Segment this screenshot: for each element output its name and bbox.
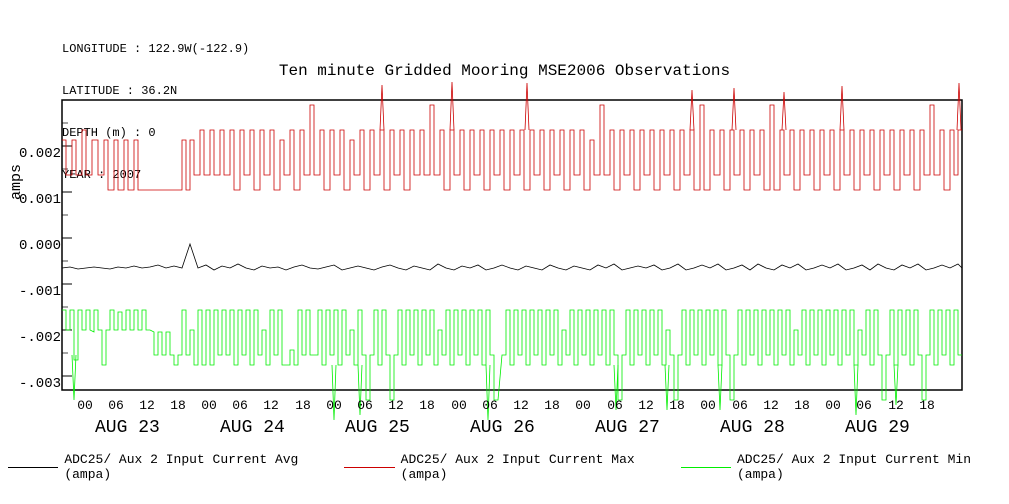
- x-tick-1: 06: [101, 398, 131, 413]
- x-tick-24: 00: [818, 398, 848, 413]
- x-tick-8: 00: [319, 398, 349, 413]
- series-max-line[interactable]: [62, 105, 962, 190]
- x-tick-0: 00: [70, 398, 100, 413]
- x-tick-15: 18: [537, 398, 567, 413]
- x-tick-7: 18: [288, 398, 318, 413]
- x-tick-23: 18: [787, 398, 817, 413]
- y-tick-3: -.001: [1, 284, 61, 300]
- x-tick-11: 18: [412, 398, 442, 413]
- y-tick-5: -.003: [1, 376, 61, 392]
- x-day-2: AUG 25: [345, 418, 410, 438]
- series-min-line[interactable]: [62, 310, 962, 400]
- x-tick-22: 12: [756, 398, 786, 413]
- x-day-0: AUG 23: [95, 418, 160, 438]
- chart-legend: ADC25/ Aux 2 Input Current Avg (ampa) AD…: [0, 452, 1009, 482]
- x-tick-25: 06: [849, 398, 879, 413]
- x-day-4: AUG 27: [595, 418, 660, 438]
- x-tick-27: 18: [912, 398, 942, 413]
- x-day-1: AUG 24: [220, 418, 285, 438]
- y-tick-4: -.002: [1, 330, 61, 346]
- y-minor-ticks: [62, 100, 68, 353]
- x-tick-21: 06: [725, 398, 755, 413]
- x-tick-14: 12: [506, 398, 536, 413]
- x-tick-20: 00: [693, 398, 723, 413]
- x-tick-19: 18: [662, 398, 692, 413]
- series-avg-line[interactable]: [62, 244, 962, 270]
- legend-item-min[interactable]: ADC25/ Aux 2 Input Current Min (ampa): [681, 452, 1001, 482]
- meta-latitude: LATITUDE : 36.2N: [62, 84, 249, 98]
- x-day-5: AUG 28: [720, 418, 785, 438]
- x-tick-9: 06: [350, 398, 380, 413]
- x-tick-5: 06: [225, 398, 255, 413]
- legend-label-avg: ADC25/ Aux 2 Input Current Avg (ampa): [64, 452, 328, 482]
- y-tick-1: 0.001: [1, 192, 61, 208]
- x-tick-26: 12: [881, 398, 911, 413]
- x-tick-6: 12: [256, 398, 286, 413]
- legend-item-max[interactable]: ADC25/ Aux 2 Input Current Max (ampa): [344, 452, 664, 482]
- chart-title: Ten minute Gridded Mooring MSE2006 Obser…: [0, 62, 1009, 80]
- legend-label-max: ADC25/ Aux 2 Input Current Max (ampa): [401, 452, 665, 482]
- plot-area[interactable]: [62, 100, 962, 390]
- x-day-6: AUG 29: [845, 418, 910, 438]
- x-day-3: AUG 26: [470, 418, 535, 438]
- meta-longitude: LONGITUDE : 122.9W(-122.9): [62, 42, 249, 56]
- x-tick-17: 06: [600, 398, 630, 413]
- x-tick-18: 12: [631, 398, 661, 413]
- y-tick-0: 0.002: [1, 146, 61, 162]
- legend-item-avg[interactable]: ADC25/ Aux 2 Input Current Avg (ampa): [8, 452, 328, 482]
- legend-label-min: ADC25/ Aux 2 Input Current Min (ampa): [737, 452, 1001, 482]
- x-tick-13: 06: [475, 398, 505, 413]
- x-tick-4: 00: [194, 398, 224, 413]
- red-spikes: [380, 82, 961, 130]
- x-tick-2: 12: [132, 398, 162, 413]
- chart-page: LONGITUDE : 122.9W(-122.9) LATITUDE : 36…: [0, 0, 1009, 504]
- y-tick-2: 0.000: [1, 238, 61, 254]
- y-axis-label: amps: [8, 80, 25, 200]
- plot-border: [62, 100, 962, 390]
- x-tick-3: 18: [163, 398, 193, 413]
- x-tick-12: 00: [444, 398, 474, 413]
- x-tick-10: 12: [381, 398, 411, 413]
- x-tick-16: 00: [568, 398, 598, 413]
